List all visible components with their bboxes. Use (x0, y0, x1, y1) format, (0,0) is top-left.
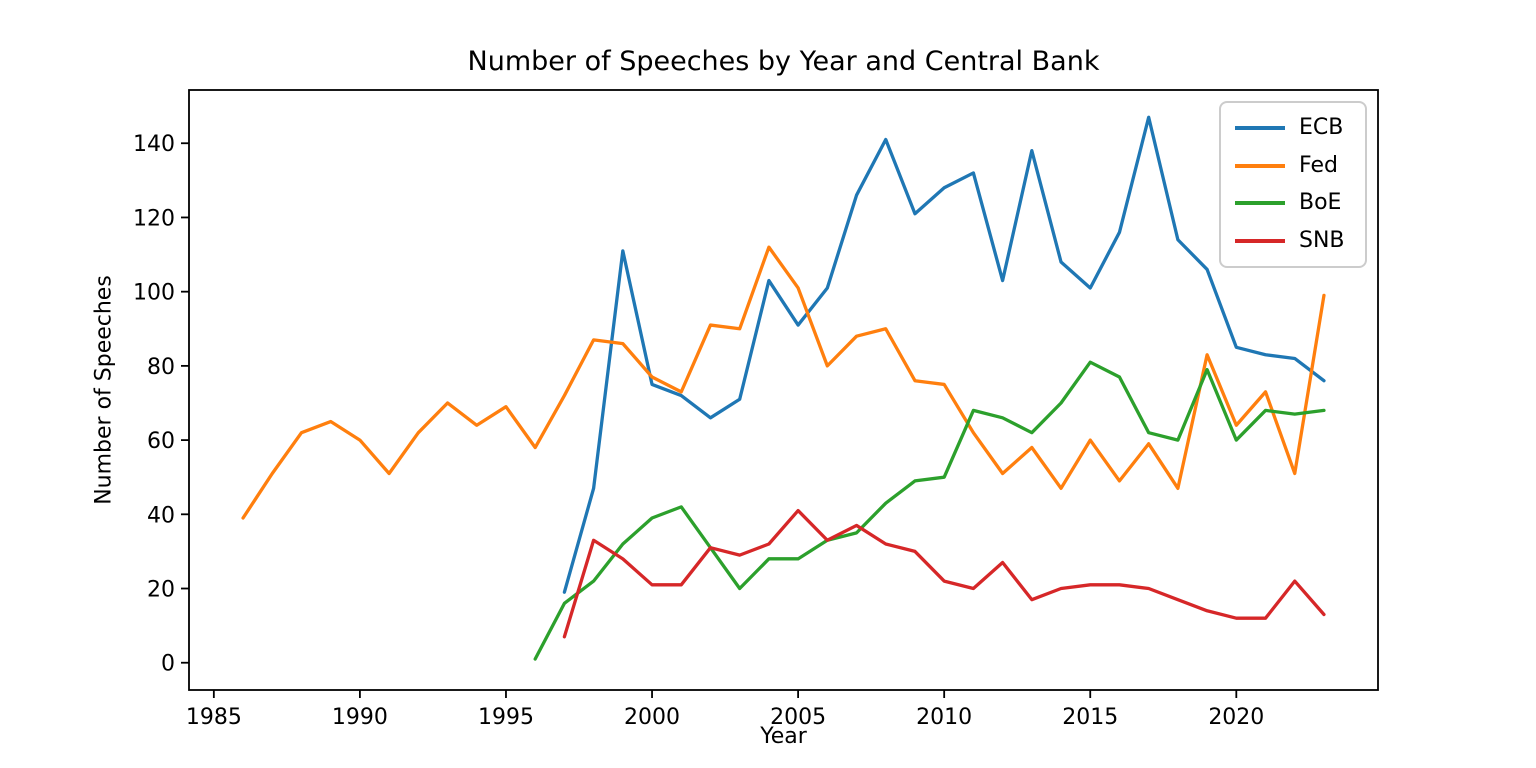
axes-frame (188, 89, 1379, 691)
y-axis-label: Number of Speeches (91, 275, 117, 505)
legend-label: BoE (1299, 190, 1342, 216)
x-tick-label: 1995 (478, 705, 534, 730)
legend-item-boe: BoE (1233, 192, 1353, 214)
legend-swatch-boe (1235, 201, 1285, 206)
legend: ECB Fed BoE SNB (1219, 101, 1367, 268)
y-tick-label: 20 (147, 578, 175, 603)
legend-swatch-fed (1235, 163, 1285, 168)
chart-title: Number of Speeches by Year and Central B… (467, 46, 1100, 77)
x-tick-label: 2010 (916, 705, 972, 730)
legend-item-fed: Fed (1233, 152, 1353, 178)
x-tick-label: 2020 (1208, 705, 1264, 730)
x-axis-label: Year (760, 724, 807, 749)
x-tick-label: 1985 (186, 705, 242, 730)
series-line-boe (533, 360, 1326, 661)
x-tick-label: 1990 (332, 705, 388, 730)
series-line-fed (241, 245, 1326, 520)
legend-item-snb: SNB (1233, 230, 1353, 252)
legend-item-ecb: ECB (1233, 114, 1353, 140)
legend-swatch-snb (1235, 239, 1285, 244)
legend-label: ECB (1299, 114, 1344, 140)
y-tick-label: 40 (147, 503, 175, 528)
x-tick-label: 2000 (624, 705, 680, 730)
series-line-ecb (562, 115, 1326, 594)
y-tick-label: 80 (147, 355, 175, 380)
legend-label: SNB (1299, 228, 1345, 254)
y-tick-label: 100 (133, 281, 175, 306)
y-tick-label: 120 (133, 206, 175, 231)
x-tick-label: 2015 (1062, 705, 1118, 730)
y-tick-label: 0 (161, 652, 175, 677)
legend-swatch-ecb (1235, 125, 1285, 130)
series-line-snb (562, 508, 1326, 639)
legend-label: Fed (1299, 152, 1338, 178)
x-tick-label: 2005 (770, 705, 826, 730)
y-tick-label: 140 (133, 132, 175, 157)
y-tick-label: 60 (147, 429, 175, 454)
